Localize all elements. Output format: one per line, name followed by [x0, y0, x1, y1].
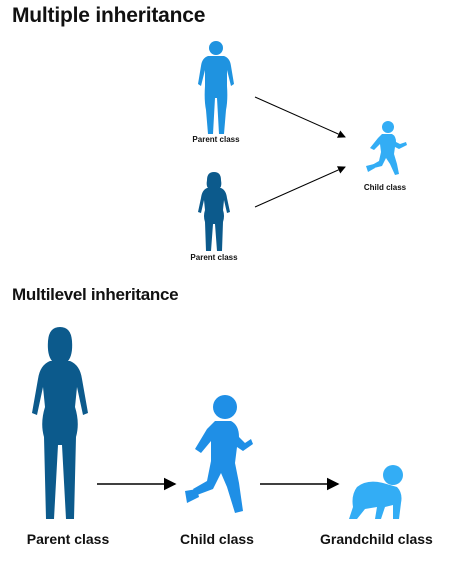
- parent-class-label-bottom: Parent class: [190, 253, 238, 262]
- parent-class-label-large: Parent class: [26, 531, 110, 547]
- multilevel-inheritance-title: Multilevel inheritance: [12, 285, 179, 304]
- grandchild-class-label: Grandchild class: [320, 531, 433, 547]
- child-class-label-small: Child class: [363, 183, 407, 192]
- woman-silhouette-icon: [198, 172, 230, 251]
- multiple-inheritance-title: Multiple inheritance: [12, 4, 206, 27]
- arrow-bottom-to-child: [254, 166, 346, 208]
- running-child-large-icon: [185, 395, 253, 513]
- man-silhouette-icon: [198, 41, 234, 134]
- arrow-top-to-child: [254, 96, 346, 138]
- crawling-baby-icon: [349, 465, 403, 519]
- woman-silhouette-large-icon: [32, 327, 88, 519]
- child-class-label-large: Child class: [180, 531, 254, 547]
- parent-class-label-top: Parent class: [192, 135, 240, 144]
- running-child-icon: [366, 121, 407, 175]
